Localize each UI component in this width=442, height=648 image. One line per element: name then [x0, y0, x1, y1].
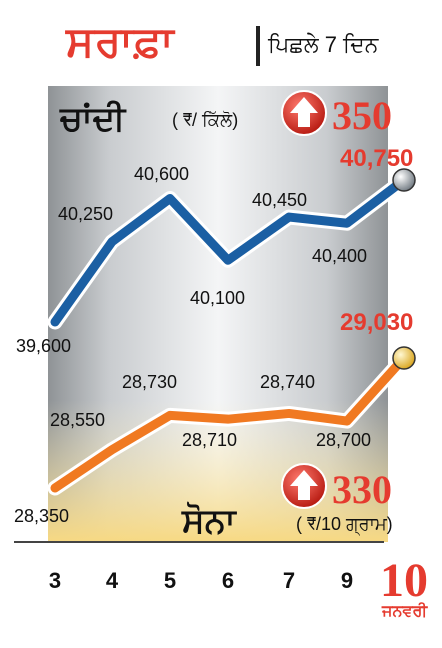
gold-data-label: 28,730 [122, 372, 177, 392]
date-month: ਜਨਵਰੀ [382, 603, 428, 620]
gold-title: ਸੋਨਾ [182, 502, 236, 540]
silver-data-label: 40,100 [190, 288, 245, 308]
gold-change: 330 [332, 467, 392, 512]
silver-data-label: 40,750 [340, 145, 413, 172]
page-title: ਸਰਾਫ਼ਾ [66, 18, 175, 65]
silver-title: ਚਾਂਦੀ [60, 100, 126, 138]
silver-data-label: 40,450 [252, 190, 307, 210]
gold-change-arrow-icon [281, 463, 327, 509]
gold-line [50, 353, 409, 493]
gold-data-label: 28,350 [14, 506, 69, 526]
silver-data-label: 40,600 [134, 164, 189, 184]
x-tick-label: 9 [341, 568, 353, 593]
silver-data-label: 39,600 [16, 336, 71, 356]
gold-end-marker [392, 346, 416, 370]
silver-data-label: 40,250 [58, 204, 113, 224]
gold-data-label: 29,030 [340, 309, 413, 336]
silver-unit: ( ₹/ ਕਿੱਲੋ) [172, 110, 239, 130]
x-axis-ticks: 3 4 5 6 7 9 10 [49, 554, 428, 607]
gold-data-label: 28,700 [316, 430, 371, 450]
silver-series: 39,600 40,250 40,600 40,100 40,450 40,400 40,7… [16, 145, 416, 356]
page-subtitle: ਪਿਛਲੇ 7 ਦਿਨ [268, 32, 379, 57]
x-tick-label: 3 [49, 568, 61, 593]
gold-series: 28,350 28,550 28,730 28,710 28,740 28,700 29,0… [14, 309, 416, 526]
x-tick-label: 10 [380, 554, 428, 607]
title-divider [256, 26, 260, 66]
silver-line [50, 175, 409, 327]
gold-data-label: 28,740 [260, 372, 315, 392]
silver-end-marker [392, 168, 416, 192]
gold-data-label: 28,550 [50, 410, 105, 430]
gold-data-label: 28,710 [182, 430, 237, 450]
silver-change-arrow-icon [281, 90, 327, 136]
gold-unit: ( ₹/10 ਗ੍ਰਾਮ) [296, 514, 393, 534]
x-tick-label: 7 [283, 568, 295, 593]
silver-change: 350 [332, 93, 392, 138]
x-tick-label: 4 [106, 568, 119, 593]
x-tick-label: 5 [164, 568, 176, 593]
x-tick-label: 6 [222, 568, 234, 593]
silver-data-label: 40,400 [312, 246, 367, 266]
